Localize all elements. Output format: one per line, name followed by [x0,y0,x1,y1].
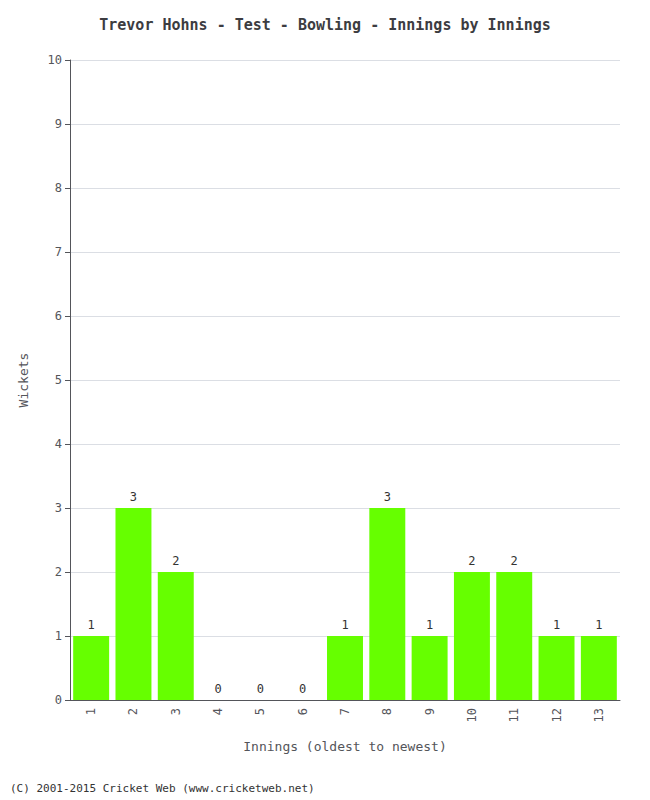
svg-text:4: 4 [211,708,225,715]
svg-text:1: 1 [84,708,98,715]
svg-text:3: 3 [55,501,62,515]
svg-text:2: 2 [468,554,475,568]
svg-text:6: 6 [296,708,310,715]
svg-text:3: 3 [130,490,137,504]
svg-text:1: 1 [55,629,62,643]
svg-text:6: 6 [55,309,62,323]
svg-text:9: 9 [423,708,437,715]
svg-text:2: 2 [55,565,62,579]
svg-text:2: 2 [126,708,140,715]
svg-text:3: 3 [169,708,183,715]
svg-text:0: 0 [55,693,62,707]
svg-text:0: 0 [257,682,264,696]
svg-text:0: 0 [299,682,306,696]
svg-text:0: 0 [214,682,221,696]
svg-text:8: 8 [380,708,394,715]
svg-text:(C) 2001-2015 Cricket Web (www: (C) 2001-2015 Cricket Web (www.cricketwe… [10,782,315,795]
svg-text:7: 7 [55,245,62,259]
svg-text:10: 10 [48,53,62,67]
svg-text:1: 1 [595,618,602,632]
svg-text:3: 3 [384,490,391,504]
svg-text:12: 12 [550,708,564,722]
svg-text:Trevor Hohns - Test - Bowling: Trevor Hohns - Test - Bowling - Innings … [99,16,551,34]
svg-text:Wickets: Wickets [16,353,31,408]
svg-text:1: 1 [553,618,560,632]
svg-text:10: 10 [465,708,479,722]
svg-text:1: 1 [341,618,348,632]
svg-text:2: 2 [172,554,179,568]
svg-text:5: 5 [253,708,267,715]
svg-text:1: 1 [88,618,95,632]
svg-text:1: 1 [426,618,433,632]
svg-text:5: 5 [55,373,62,387]
svg-text:4: 4 [55,437,62,451]
svg-text:11: 11 [507,708,521,722]
svg-text:7: 7 [338,708,352,715]
svg-text:9: 9 [55,117,62,131]
svg-text:Innings (oldest to newest): Innings (oldest to newest) [243,739,447,754]
svg-text:2: 2 [511,554,518,568]
svg-text:8: 8 [55,181,62,195]
svg-text:13: 13 [592,708,606,722]
